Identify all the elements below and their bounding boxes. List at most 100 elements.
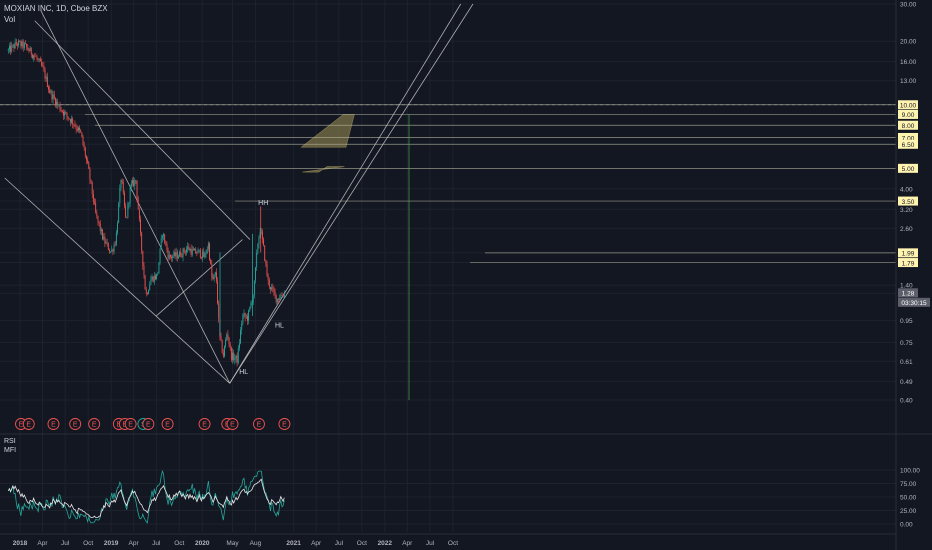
countdown-bg: [898, 297, 930, 307]
candle-body: [44, 69, 46, 79]
price-level-label-bg: [898, 100, 918, 110]
volume-label[interactable]: Vol: [4, 15, 16, 24]
candle-body: [26, 43, 28, 48]
time-axis[interactable]: 2018 Apr Jul Oct 2019 Apr Jul Oct 2020 May Aug 2021…: [0, 533, 896, 547]
candle-body: [109, 249, 110, 252]
event-markers[interactable]: EEEEEEEESEEEEEEE: [15, 418, 291, 430]
candle-body: [28, 49, 30, 52]
candle-body: [279, 298, 281, 300]
event-marker-label: E: [92, 422, 97, 429]
candle-body: [22, 41, 24, 48]
annotation-label: HL: [239, 369, 248, 376]
candle-body: [74, 124, 76, 127]
candle-body: [12, 44, 14, 46]
candle-body: [66, 112, 68, 117]
price-level-label: 5.00: [902, 166, 915, 173]
time-tick: Apr: [37, 540, 48, 547]
candle-body: [127, 203, 129, 218]
candle-body: [276, 298, 278, 303]
candle-body: [64, 112, 66, 116]
candle-body: [82, 136, 84, 145]
candle-body: [89, 168, 91, 180]
rsi-label[interactable]: RSI: [4, 438, 16, 445]
candle-body: [243, 313, 245, 316]
event-marker-label: E: [202, 422, 207, 429]
candle-body: [73, 123, 75, 125]
candle-body: [161, 235, 163, 239]
candle-body: [107, 243, 109, 250]
event-marker-label: E: [282, 422, 287, 429]
candle-body: [259, 232, 261, 238]
candle-body: [112, 249, 114, 252]
candle-body: [145, 289, 147, 294]
candle-body: [245, 316, 247, 317]
mfi-label[interactable]: MFI: [4, 447, 17, 454]
candles[interactable]: [7, 38, 285, 367]
candle-body: [264, 245, 266, 261]
event-marker: [69, 418, 82, 430]
candle-body: [164, 234, 166, 243]
candle-body: [96, 212, 98, 216]
candle-body: [144, 275, 146, 290]
event-marker: [278, 418, 291, 430]
candle-body: [146, 293, 148, 295]
candle-body: [25, 43, 26, 44]
candle-body: [80, 130, 82, 133]
candle-body: [172, 256, 174, 258]
candle-body: [43, 66, 45, 70]
candle-body: [191, 249, 193, 255]
candle-body: [81, 132, 83, 137]
candle-body: [240, 330, 242, 344]
candle-body: [121, 180, 123, 182]
time-tick: 2021: [286, 540, 301, 547]
candle-body: [244, 313, 246, 317]
candle-body: [10, 45, 12, 52]
rsi-mfi-panel[interactable]: [0, 469, 896, 525]
candle-body: [211, 263, 213, 277]
candle-body: [20, 41, 22, 47]
time-tick: May: [226, 540, 239, 547]
candle-body: [247, 316, 248, 321]
event-marker: [198, 418, 211, 430]
candle-body: [174, 252, 176, 257]
time-tick: 2019: [104, 540, 119, 547]
candle-body: [114, 244, 116, 246]
symbol-title[interactable]: MOXIAN INC, 1D, Cboe BZX: [4, 4, 108, 13]
candle-body: [268, 280, 270, 287]
candle-body: [258, 237, 260, 245]
candle-body: [69, 119, 71, 123]
candle-body: [156, 273, 158, 280]
candle-body: [130, 183, 132, 188]
candle-body: [152, 276, 154, 282]
price-level-label: 6.50: [902, 142, 915, 149]
event-marker-label: E: [51, 422, 56, 429]
candle-body: [207, 243, 209, 249]
candle-body: [103, 236, 105, 240]
candle-body: [234, 358, 236, 361]
candle-body: [168, 254, 170, 259]
candle-body: [120, 180, 122, 188]
candle-body: [189, 248, 191, 251]
event-marker: [47, 418, 60, 430]
annotations: HH HL HL: [239, 200, 284, 376]
candle-body: [274, 291, 276, 295]
trendline: [229, 3, 474, 384]
candle-body: [126, 216, 128, 218]
candle-body: [36, 56, 38, 60]
candle-body: [188, 246, 190, 251]
candle-body: [90, 179, 92, 183]
candle-body: [228, 337, 230, 345]
candle-body: [95, 202, 97, 213]
price-level-label: 8.00: [902, 123, 915, 130]
candle-body: [15, 42, 17, 45]
candle-body: [225, 339, 227, 347]
candle-body: [205, 253, 207, 254]
price-level-label: 10.00: [900, 103, 917, 110]
candle-body: [61, 110, 63, 112]
candle-body: [143, 266, 145, 276]
candle-body: [128, 202, 130, 204]
price-axis[interactable]: 30.00 20.00 16.00 13.00 10.00 9.00 8.00 7.006.5…: [895, 0, 930, 550]
candle-body: [275, 294, 277, 303]
price-tick: 20.00: [900, 39, 917, 46]
